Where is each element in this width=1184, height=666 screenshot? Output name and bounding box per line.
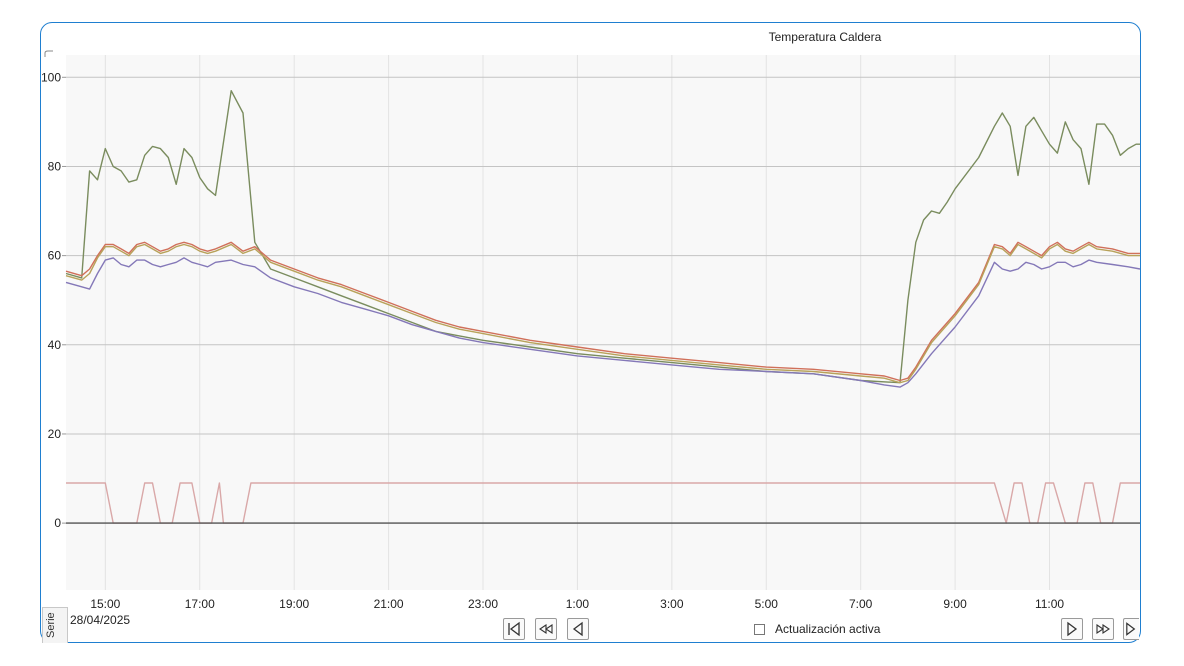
back-icon [572,621,583,637]
x-tick-label: 15:00 [90,597,120,611]
x-tick-label: 23:00 [468,597,498,611]
first-page-button[interactable] [503,618,525,640]
date-label: 28/04/2025 [70,613,131,627]
x-tick-label: 9:00 [943,597,967,611]
chart-title: Temperatura Caldera [768,30,882,44]
fast-back-icon [539,623,553,635]
x-tick-label: 5:00 [755,597,779,611]
auto-update-control[interactable]: Actualización activa [754,622,880,636]
back-button[interactable] [567,618,589,640]
serie-tab[interactable]: Serie [42,607,68,643]
fast-forward-icon [1096,623,1110,635]
x-tick-label: 17:00 [185,597,215,611]
forward-button[interactable] [1061,618,1083,640]
chart-window-frame [40,22,1141,643]
last-page-button[interactable] [1123,618,1139,640]
x-tick-label: 11:00 [1035,597,1064,611]
auto-update-label: Actualización activa [775,622,881,636]
x-tick-label: 21:00 [374,597,404,611]
x-tick-label: 7:00 [849,597,873,611]
x-tick-label: 1:00 [566,597,590,611]
fast-forward-button[interactable] [1092,618,1114,640]
x-tick-label: 3:00 [660,597,684,611]
plot-area [66,55,1140,590]
y-tick-label: 40 [48,338,62,352]
y-tick-label: 0 [54,516,61,530]
series-line-2 [65,241,1140,382]
serie-tab-label: Serie [45,612,57,638]
series-line-1 [65,89,1140,384]
x-tick-label: 19:00 [279,597,309,611]
series-line-3 [65,243,1140,384]
auto-update-checkbox[interactable] [754,623,765,635]
y-tick-label: 20 [48,427,62,441]
first-icon [508,621,520,637]
y-tick-label: 80 [48,159,62,173]
axis-corner-icon [44,50,53,57]
forward-icon [1067,621,1078,637]
fast-back-button[interactable] [535,618,557,640]
y-tick-label: 100 [41,70,61,84]
y-tick-label: 60 [48,249,62,263]
last-icon [1126,622,1136,636]
series-line-4 [65,257,1141,388]
